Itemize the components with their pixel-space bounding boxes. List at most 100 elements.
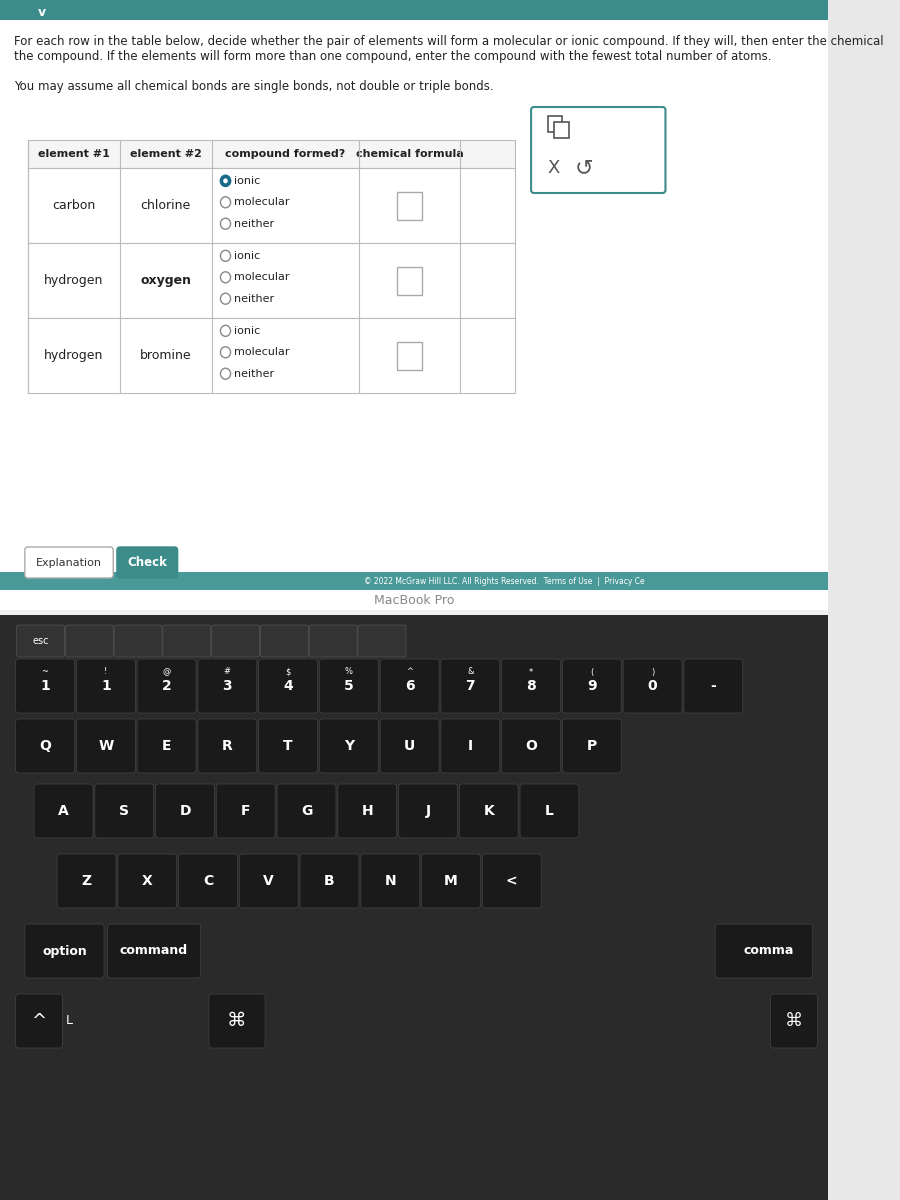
FancyBboxPatch shape — [216, 784, 275, 838]
Text: Explanation: Explanation — [36, 558, 102, 568]
Text: P: P — [587, 739, 597, 754]
Circle shape — [220, 347, 230, 358]
Circle shape — [220, 218, 230, 229]
Text: molecular: molecular — [234, 197, 289, 208]
FancyBboxPatch shape — [260, 625, 309, 658]
Text: compound formed?: compound formed? — [225, 149, 346, 158]
Text: @: @ — [162, 667, 171, 677]
FancyBboxPatch shape — [310, 625, 357, 658]
FancyBboxPatch shape — [209, 994, 266, 1048]
Text: W: W — [98, 739, 113, 754]
Text: Q: Q — [40, 739, 51, 754]
Text: E: E — [162, 739, 171, 754]
Circle shape — [223, 179, 228, 184]
Text: M: M — [444, 874, 458, 888]
FancyBboxPatch shape — [623, 659, 682, 713]
FancyBboxPatch shape — [338, 784, 397, 838]
Text: 2: 2 — [162, 679, 172, 692]
Text: 1: 1 — [101, 679, 111, 692]
Circle shape — [220, 368, 230, 379]
Text: neither: neither — [234, 368, 274, 379]
Text: esc: esc — [32, 636, 49, 646]
Text: $: $ — [285, 667, 291, 677]
FancyBboxPatch shape — [25, 924, 104, 978]
Text: element #2: element #2 — [130, 149, 202, 158]
Text: Check: Check — [127, 556, 167, 569]
Text: J: J — [426, 804, 430, 818]
Text: option: option — [42, 944, 86, 958]
Text: ~: ~ — [41, 667, 49, 677]
FancyBboxPatch shape — [25, 547, 113, 578]
Text: R: R — [222, 739, 233, 754]
Text: hydrogen: hydrogen — [44, 349, 104, 362]
FancyBboxPatch shape — [198, 659, 256, 713]
Text: 1: 1 — [40, 679, 50, 692]
FancyBboxPatch shape — [34, 784, 93, 838]
FancyBboxPatch shape — [520, 784, 579, 838]
FancyBboxPatch shape — [239, 854, 298, 908]
FancyBboxPatch shape — [137, 719, 196, 773]
FancyBboxPatch shape — [380, 719, 439, 773]
Text: bromine: bromine — [140, 349, 192, 362]
Text: molecular: molecular — [234, 347, 289, 358]
FancyBboxPatch shape — [258, 719, 318, 773]
Text: B: B — [324, 874, 335, 888]
Text: ^: ^ — [32, 1012, 46, 1030]
FancyBboxPatch shape — [441, 719, 500, 773]
Text: G: G — [301, 804, 312, 818]
FancyBboxPatch shape — [482, 854, 541, 908]
Text: neither: neither — [234, 294, 274, 304]
Text: oxygen: oxygen — [140, 274, 191, 287]
Bar — [0, 0, 828, 610]
Text: O: O — [525, 739, 537, 754]
Text: H: H — [362, 804, 374, 818]
FancyBboxPatch shape — [76, 719, 135, 773]
Text: C: C — [202, 874, 213, 888]
Bar — [0, 572, 828, 590]
Bar — [28, 318, 516, 392]
Circle shape — [220, 197, 230, 208]
FancyBboxPatch shape — [380, 659, 439, 713]
Text: L: L — [545, 804, 554, 818]
Text: 5: 5 — [344, 679, 354, 692]
Text: A: A — [58, 804, 69, 818]
Text: 8: 8 — [526, 679, 536, 692]
Text: *: * — [529, 667, 533, 677]
FancyBboxPatch shape — [441, 659, 500, 713]
Text: ionic: ionic — [234, 176, 260, 186]
Text: &: & — [467, 667, 473, 677]
Bar — [28, 168, 516, 242]
Circle shape — [220, 325, 230, 336]
Text: ⌘: ⌘ — [227, 1012, 247, 1031]
FancyBboxPatch shape — [15, 994, 63, 1048]
FancyBboxPatch shape — [66, 625, 113, 658]
Text: !: ! — [104, 667, 107, 677]
FancyBboxPatch shape — [320, 719, 378, 773]
FancyBboxPatch shape — [421, 854, 481, 908]
FancyBboxPatch shape — [76, 659, 135, 713]
Text: comma: comma — [743, 944, 794, 958]
Bar — [28, 242, 516, 318]
Bar — [547, 116, 562, 132]
FancyBboxPatch shape — [397, 192, 422, 220]
Text: molecular: molecular — [234, 272, 289, 282]
Text: S: S — [120, 804, 130, 818]
Text: V: V — [264, 874, 274, 888]
Bar — [0, 0, 828, 20]
FancyBboxPatch shape — [108, 924, 201, 978]
FancyBboxPatch shape — [716, 924, 813, 978]
FancyBboxPatch shape — [562, 719, 621, 773]
FancyBboxPatch shape — [277, 784, 336, 838]
Text: T: T — [284, 739, 292, 754]
Bar — [28, 140, 516, 168]
FancyBboxPatch shape — [94, 784, 154, 838]
FancyBboxPatch shape — [16, 625, 65, 658]
Text: X: X — [142, 874, 153, 888]
FancyBboxPatch shape — [117, 547, 177, 578]
Text: carbon: carbon — [52, 199, 95, 212]
FancyBboxPatch shape — [397, 342, 422, 370]
Text: X: X — [548, 158, 561, 176]
Bar — [0, 614, 828, 1200]
FancyBboxPatch shape — [57, 854, 116, 908]
FancyBboxPatch shape — [15, 659, 75, 713]
